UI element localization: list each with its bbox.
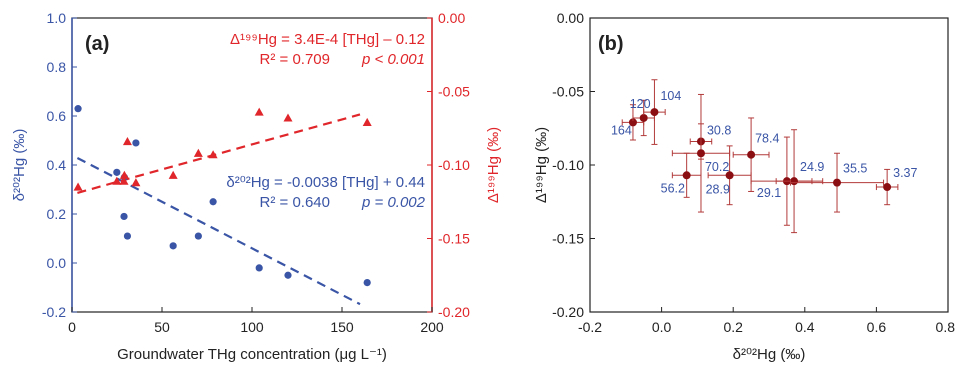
delta202-data-point bbox=[120, 212, 128, 221]
data-point bbox=[628, 118, 637, 127]
panel-a-axes: 0 50 100 150 200 -0.2 0.0 0.2 0.4 0.6 0.8 1.0 -0.20 -… bbox=[42, 10, 470, 335]
panel-b-x-tick-label: 0.0 bbox=[652, 319, 672, 335]
panel-b-y-axis-label: Δ¹⁹⁹Hg (‰) bbox=[533, 127, 550, 203]
panel-a-x-tick-label: 100 bbox=[240, 319, 264, 335]
blue-fit-equation: δ²⁰²Hg = -0.0038 [THg] + 0.44 bbox=[226, 174, 425, 191]
panel-a-y-left-tick-label: 1.0 bbox=[47, 10, 67, 26]
panel-a-y-left-tick-label: 0.0 bbox=[47, 255, 67, 271]
delta199-data-point bbox=[122, 136, 132, 146]
panel-b-axes: -0.2 0.0 0.2 0.4 0.6 0.8 -0.20 -0.15 -0.10 -0.05 0… bbox=[552, 10, 955, 335]
delta199-data-point bbox=[168, 170, 178, 179]
delta202-data-point bbox=[255, 264, 263, 272]
delta202-data-point bbox=[284, 271, 292, 279]
delta202-data-point bbox=[113, 168, 121, 176]
panel-a-y-right-tick-label: -0.15 bbox=[438, 231, 470, 247]
point-label: 28.9 bbox=[706, 182, 730, 196]
data-point bbox=[696, 149, 705, 158]
panel-a-y-left-tick-label: 0.8 bbox=[47, 59, 67, 75]
delta202-data-point bbox=[132, 139, 140, 147]
data-point bbox=[790, 177, 799, 186]
point-label: 35.5 bbox=[843, 162, 867, 176]
panel-a-y-right-tick-label: -0.20 bbox=[438, 304, 470, 320]
delta199-data-point bbox=[283, 113, 293, 122]
point-label: 3.37 bbox=[893, 166, 917, 180]
point-label: 78.4 bbox=[755, 132, 779, 146]
point-label: 164 bbox=[611, 123, 632, 137]
panel-b-label: (b) bbox=[598, 33, 624, 55]
panel-a-y-left-tick-label: -0.2 bbox=[42, 304, 66, 320]
panel-b-marks: 164 120 104 30.8 70.2 78.4 56.2 28.9 29.1 24.9 35.… bbox=[611, 79, 918, 234]
panel-a-y-left-tick-label: 0.2 bbox=[47, 206, 67, 222]
panel-a-y-left-tick-label: 0.6 bbox=[47, 108, 67, 124]
blue-fit-p: p = 0.002 bbox=[361, 194, 426, 211]
delta202-data-point bbox=[74, 105, 82, 113]
delta199-data-point bbox=[131, 178, 141, 187]
red-fit-r2: R² = 0.709 bbox=[260, 51, 330, 68]
data-point bbox=[747, 150, 756, 159]
delta202-data-point bbox=[194, 232, 202, 240]
panel-b-x-tick-label: -0.2 bbox=[578, 319, 602, 335]
delta202-data-point bbox=[363, 279, 371, 287]
panel-a-marks bbox=[73, 105, 372, 306]
panel-b-y-tick-label: -0.20 bbox=[552, 304, 584, 320]
red-fit-equation: Δ¹⁹⁹Hg = 3.4E-4 [THg] – 0.12 bbox=[230, 31, 425, 48]
delta199-data-point bbox=[119, 176, 129, 185]
data-point bbox=[833, 178, 842, 187]
panel-b-frame bbox=[589, 17, 949, 313]
blue-fit-r2: R² = 0.640 bbox=[260, 194, 330, 211]
data-point bbox=[650, 108, 659, 117]
point-label: 30.8 bbox=[707, 123, 731, 137]
panel-b-x-tick-label: 0.6 bbox=[867, 319, 887, 335]
panel-a: 0 50 100 150 200 -0.2 0.0 0.2 0.4 0.6 0.8 1.0 -0.20 -… bbox=[11, 10, 502, 363]
delta199-data-point bbox=[73, 182, 83, 191]
delta202-data-point bbox=[123, 232, 132, 240]
delta199-data-point bbox=[112, 176, 122, 185]
panel-b: -0.2 0.0 0.2 0.4 0.6 0.8 -0.20 -0.15 -0.10 -0.05 0… bbox=[533, 10, 955, 363]
panel-b-x-tick-label: 0.2 bbox=[723, 319, 743, 335]
panel-a-y-right-tick-label: 0.00 bbox=[438, 10, 465, 26]
panel-b-x-tick-label: 0.8 bbox=[936, 319, 956, 335]
delta202-data-point bbox=[209, 198, 217, 206]
delta199-data-point bbox=[193, 148, 203, 157]
panel-a-y-right-tick-label: -0.10 bbox=[438, 157, 470, 173]
delta199-data-point bbox=[254, 107, 264, 116]
panel-a-x-axis-label: Groundwater THg concentration (μg L⁻¹) bbox=[117, 346, 387, 363]
delta199-data-point bbox=[208, 150, 218, 159]
panel-a-x-tick-label: 0 bbox=[68, 319, 76, 335]
point-label: 104 bbox=[660, 89, 681, 103]
panel-a-y-left-label: δ²⁰²Hg (‰) bbox=[11, 129, 28, 202]
panel-a-y-left-tick-label: 0.4 bbox=[47, 157, 67, 173]
panel-b-x-tick-label: 0.4 bbox=[795, 319, 815, 335]
panel-a-x-tick-label: 50 bbox=[154, 319, 170, 335]
data-point bbox=[682, 171, 691, 180]
red-fit-p: p < 0.001 bbox=[361, 51, 425, 68]
panel-a-y-right-label: Δ¹⁹⁹Hg (‰) bbox=[485, 127, 502, 203]
data-point bbox=[725, 171, 734, 180]
point-label: 120 bbox=[630, 97, 651, 111]
panel-b-x-axis-label: δ²⁰²Hg (‰) bbox=[733, 346, 806, 363]
panel-b-y-tick-label: -0.15 bbox=[552, 231, 584, 247]
delta199-data-point bbox=[119, 170, 129, 179]
panel-b-y-tick-label: -0.10 bbox=[552, 157, 584, 173]
point-label: 29.1 bbox=[757, 186, 781, 200]
delta202-data-point bbox=[169, 242, 177, 250]
data-point bbox=[639, 113, 648, 122]
panel-a-x-tick-label: 150 bbox=[330, 319, 354, 335]
panel-a-y-right-tick-label: -0.05 bbox=[438, 84, 470, 100]
point-label: 56.2 bbox=[661, 181, 685, 195]
point-label: 70.2 bbox=[705, 160, 729, 174]
point-label: 24.9 bbox=[800, 160, 824, 174]
data-point bbox=[883, 183, 892, 192]
panel-b-y-tick-label: 0.00 bbox=[557, 10, 584, 26]
panel-b-y-tick-label: -0.05 bbox=[552, 84, 584, 100]
delta199-data-point bbox=[362, 117, 372, 126]
panel-a-x-tick-label: 200 bbox=[420, 319, 444, 335]
panel-a-label: (a) bbox=[85, 33, 109, 55]
